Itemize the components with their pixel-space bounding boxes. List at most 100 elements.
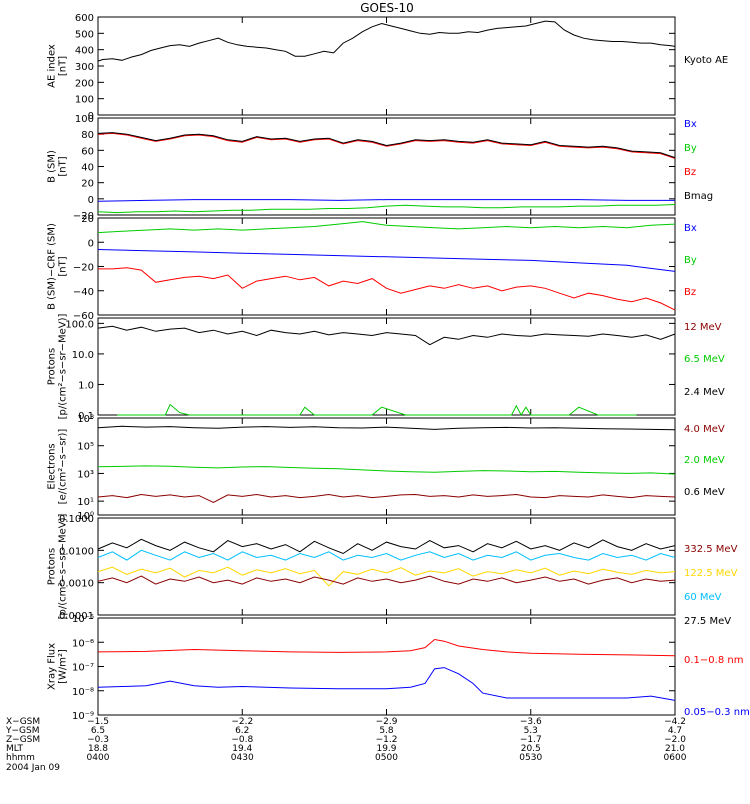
legend-entry: 60 MeV xyxy=(684,592,722,603)
legend-entry: 2.4 MeV xyxy=(684,387,725,398)
x-row-label: Y−GSM xyxy=(5,726,40,736)
x-tick-label: 0500 xyxy=(375,753,398,763)
legend-entry: Bz xyxy=(684,167,696,178)
series-line-electrons-1 xyxy=(97,465,676,475)
legend-entry: 332.5 MeV xyxy=(684,544,738,555)
y-tick-label: 20 xyxy=(81,214,94,225)
series-line-electrons-2 xyxy=(97,493,676,504)
x-tick-label: 20.5 xyxy=(521,744,541,754)
y-axis-label-line: Xray Flux xyxy=(47,643,58,690)
legend-entry: 0.6 MeV xyxy=(684,487,725,498)
y-tick-label: 0 xyxy=(88,195,94,206)
panel-bsm: −20 0 20 40 60 80 100 B (SM) [nT] Bx By Bz Bmag xyxy=(47,114,714,222)
x-axis-labels: X−GSM −1.5 −2.2 −2.9 −3.6 −4.2 Y−GSM 6.5 6.2 5.8 5… xyxy=(5,717,687,773)
y-tick-label: 100 xyxy=(75,114,94,125)
x-tick-label: −2.0 xyxy=(664,735,686,745)
y-axis-label-line: [W/m²] xyxy=(58,649,69,684)
panel-frame xyxy=(97,517,676,616)
date-label: 2004 Jan 09 xyxy=(6,763,60,773)
legend-entry: 12 MeV xyxy=(684,322,722,333)
legend-entry: 2.0 MeV xyxy=(684,455,725,466)
y-axis-label-line: Electrons xyxy=(47,443,58,489)
legend-entry: Bmag xyxy=(684,191,713,202)
legend-entry: Bx xyxy=(684,119,697,130)
y-axis-label: B (SM)−CRF (SM) [nT] xyxy=(47,223,69,310)
series-line-bdiff-2 xyxy=(98,267,676,311)
series-line-protons_lo-3 xyxy=(97,575,676,585)
y-axis-label: Protons [p/(cm²−s−sr−MeV)] xyxy=(47,313,69,419)
x-row-label: X−GSM xyxy=(6,717,40,727)
x-tick-label: −4.2 xyxy=(664,717,686,727)
y-tick-label: 200 xyxy=(75,78,94,89)
y-tick-label: 10⁰ xyxy=(77,511,94,522)
y-tick-label: 10¹ xyxy=(77,497,94,508)
x-tick-label: 6.2 xyxy=(235,726,249,736)
x-tick-label: −3.6 xyxy=(520,717,542,727)
y-axis-label: AE index [nT] xyxy=(47,44,69,88)
y-tick-label: 500 xyxy=(75,29,94,40)
x-row-label: Z−GSM xyxy=(6,735,40,745)
y-axis-label-line: [e/(cm²−s−sr)] xyxy=(58,429,69,505)
legend-entry: 4.0 MeV xyxy=(684,424,725,435)
x-tick-label: 0600 xyxy=(664,753,687,763)
y-axis-label-line: Protons xyxy=(47,548,58,585)
y-tick-label: 0.0100 xyxy=(59,546,94,557)
series-line-bsm-1 xyxy=(97,204,676,214)
x-tick-label: −1.5 xyxy=(87,717,109,727)
x-tick-label: 5.3 xyxy=(524,726,538,736)
plot-title: GOES-10 xyxy=(360,1,414,15)
series-line-protons_hi-0 xyxy=(97,325,676,346)
x-tick-label: −0.3 xyxy=(87,735,109,745)
legend-entry: By xyxy=(684,143,697,154)
y-tick-label: 100 xyxy=(75,95,94,106)
x-tick-label: 19.4 xyxy=(232,744,252,754)
y-axis-label-line: [p/(cm²−s−sr−MeV)] xyxy=(58,313,69,419)
x-tick-label: 0400 xyxy=(87,753,110,763)
legend-entry: By xyxy=(684,255,697,266)
series-line-bdiff-0 xyxy=(97,249,676,272)
legend-entry: Bz xyxy=(684,287,696,298)
y-tick-label: 10⁵ xyxy=(77,442,94,453)
y-tick-label: 80 xyxy=(81,130,94,141)
y-tick-label: 0 xyxy=(88,238,94,249)
y-tick-label: 0.1000 xyxy=(59,514,94,525)
series-line-xray-0 xyxy=(97,638,676,657)
panel-frame xyxy=(97,617,676,716)
series-line-electrons-0 xyxy=(97,425,676,431)
x-tick-label: 0530 xyxy=(519,753,542,763)
x-tick-label: −1.7 xyxy=(520,735,542,745)
legend-entry: Bx xyxy=(684,223,697,234)
series-line-ae-0 xyxy=(97,20,676,62)
x-row-label: MLT xyxy=(6,744,24,754)
series-line-bsm-2 xyxy=(97,132,676,159)
y-tick-label: 0.1 xyxy=(78,411,94,422)
y-tick-label: −60 xyxy=(73,311,94,322)
y-tick-label: 10.0 xyxy=(72,350,94,361)
panel-frame xyxy=(97,117,676,216)
x-tick-label: −1.2 xyxy=(376,735,398,745)
y-tick-label: 0.0001 xyxy=(59,611,94,622)
legend-entry: 0.1−0.8 nm xyxy=(684,655,743,666)
y-tick-label: 10⁻⁵ xyxy=(72,614,94,625)
series-line-protons_lo-2 xyxy=(97,566,676,587)
x-tick-label: 0430 xyxy=(231,753,254,763)
y-tick-label: 60 xyxy=(81,146,94,157)
y-axis-label-line: B (SM)−CRF (SM) xyxy=(47,223,58,310)
y-tick-label: −20 xyxy=(73,211,94,222)
panel-bdiff: −60 −40 −20 0 20 B (SM)−CRF (SM) [nT] Bx By Bz xyxy=(47,214,697,322)
panel-xray: 10⁻⁹ 10⁻⁸ 10⁻⁷ 10⁻⁶ 10⁻⁵ Xray Flux [W/m²] 0.1−0… xyxy=(47,614,750,722)
y-axis-label-line: [nT] xyxy=(58,256,69,276)
x-tick-label: 19.9 xyxy=(376,744,396,754)
y-tick-label: −20 xyxy=(73,263,94,274)
series-line-bsm-3 xyxy=(97,132,676,159)
series-line-xray-1 xyxy=(97,667,676,701)
y-tick-label: 10³ xyxy=(77,469,94,480)
x-tick-label: 6.5 xyxy=(91,726,105,736)
legend-entry: Kyoto AE xyxy=(684,55,728,66)
x-tick-label: −2.2 xyxy=(231,717,253,727)
y-axis-label-line: B (SM) xyxy=(47,150,58,183)
y-tick-label: 10⁻⁶ xyxy=(72,638,94,649)
y-axis-label: Xray Flux [W/m²] xyxy=(47,643,69,690)
